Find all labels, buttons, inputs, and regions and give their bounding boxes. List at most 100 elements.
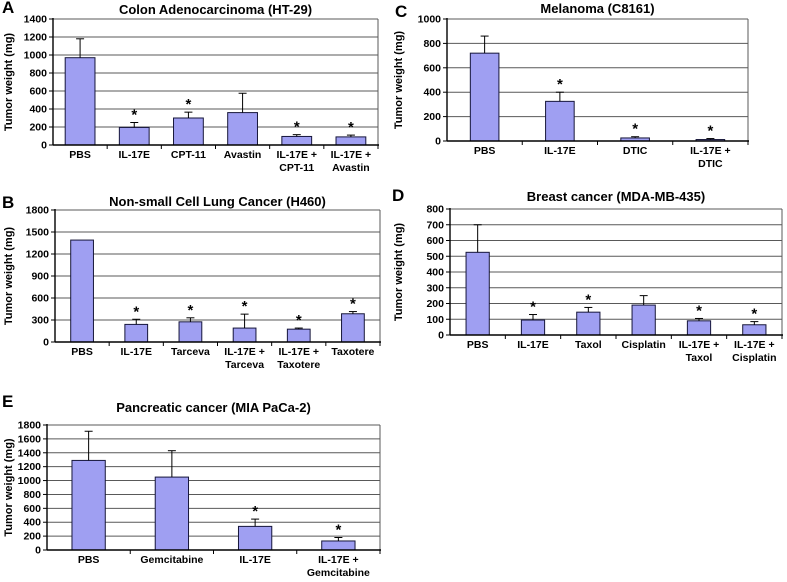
bar-tarceva — [178, 321, 203, 343]
bar-avastin — [227, 112, 258, 146]
x-category-label: Gemcitabine — [140, 554, 203, 566]
x-category-label: Taxotere — [331, 346, 374, 358]
y-tick-label: 1800 — [18, 420, 42, 432]
significance-star: * — [133, 303, 139, 320]
x-category-label: PBS — [71, 346, 93, 358]
y-tick-label: 0 — [438, 330, 444, 342]
x-category-label: Taxol — [686, 352, 713, 364]
y-tick-label: 1600 — [18, 433, 42, 445]
x-category-label: PBS — [474, 145, 496, 157]
bar-il-17e — [520, 319, 546, 336]
panel-lung-cancer: * * * * * 0 300 600 900 1200 1500 1800 PBS IL-17E Tarc… — [0, 185, 390, 385]
y-tick-label: 1400 — [24, 14, 48, 26]
error-bar — [76, 38, 85, 58]
y-tick-label: 1000 — [18, 475, 42, 487]
error-bar — [584, 306, 593, 313]
x-category-label: IL-17E + — [690, 145, 731, 157]
y-tick-label: 600 — [29, 86, 47, 98]
significance-star: * — [707, 123, 713, 140]
panel-colon-adenocarcinoma: * * * * 0 200 400 600 800 1000 1200 1400 PBS IL-17E CP… — [0, 0, 390, 185]
y-tick-label: 400 — [423, 87, 441, 99]
error-bar — [130, 122, 139, 128]
bar-pbs — [465, 251, 490, 336]
significance-star: * — [557, 76, 563, 93]
panel-letter: C — [395, 2, 407, 21]
y-tick-label: 800 — [423, 38, 441, 50]
bar-il-17e — [118, 126, 150, 146]
x-category-label: IL-17E + — [278, 346, 319, 358]
panel-title: Breast cancer (MDA-MB-435) — [527, 189, 705, 204]
y-tick-label: 500 — [426, 251, 444, 263]
x-category-label: IL-17E + — [331, 149, 372, 161]
bar-il-17e-gemcitabine — [321, 540, 356, 551]
y-tick-label: 0 — [435, 136, 441, 148]
y-tick-label: 400 — [29, 104, 47, 116]
error-bar — [529, 314, 537, 321]
panel-melanoma: * * * 0 200 400 600 800 1000 PBS IL-17E DTIC IL-17E … — [390, 0, 787, 185]
y-tick-label: 1200 — [18, 461, 42, 473]
error-bar — [292, 134, 301, 137]
error-bar — [473, 224, 482, 253]
y-tick-label: 200 — [29, 122, 47, 134]
significance-star: * — [185, 96, 191, 113]
panel-title: Colon Adenocarcinoma (HT-29) — [119, 2, 312, 17]
x-category-label: DTIC — [623, 145, 648, 157]
y-axis-label: Tumor weight (mg) — [393, 31, 405, 130]
chart-svg-B: * * * * * 0 300 600 900 1200 1500 1800 PBS IL-17E Tarc… — [2, 193, 381, 371]
y-tick-label: 900 — [31, 271, 49, 283]
x-category-label: Gemcitabine — [307, 567, 370, 579]
significance-star: * — [751, 306, 757, 323]
y-tick-label: 1200 — [26, 249, 50, 261]
bar-il-17e-cpt-11 — [281, 135, 313, 146]
chart-svg-A: * * * * 0 200 400 600 800 1000 1200 1400 PBS IL-17E CP… — [2, 0, 379, 174]
bar-il-17e — [545, 100, 575, 142]
panel-letter: B — [2, 193, 14, 212]
significance-star: * — [348, 119, 354, 136]
y-tick-label: 700 — [426, 219, 444, 231]
error-bar — [167, 450, 176, 478]
error-bar — [240, 313, 249, 329]
y-tick-label: 600 — [423, 62, 441, 74]
panel-breast-cancer: * * * * 0 100 200 300 400 500 600 700 800 PBS IL-17E Ta… — [390, 185, 787, 385]
x-category-label: IL-17E — [544, 145, 576, 157]
x-category-label: IL-17E — [120, 346, 152, 358]
y-tick-label: 100 — [426, 314, 444, 326]
error-bar — [706, 138, 715, 140]
panel-letter: D — [392, 186, 404, 205]
y-tick-label: 1400 — [18, 447, 42, 459]
y-axis-label: Tumor weight (mg) — [3, 227, 15, 326]
x-category-label: Tarceva — [171, 346, 210, 358]
bar-pbs — [64, 57, 96, 146]
y-tick-label: 800 — [29, 68, 47, 80]
bar-il-17e — [124, 323, 149, 343]
chart-svg-D: * * * * 0 100 200 300 400 500 600 700 800 PBS IL-17E Ta… — [392, 186, 783, 364]
y-tick-label: 400 — [426, 267, 444, 279]
y-tick-label: 0 — [43, 337, 49, 349]
x-category-label: IL-17E + — [224, 346, 265, 358]
y-tick-label: 1000 — [24, 50, 48, 62]
x-category-label: DTIC — [698, 158, 723, 170]
significance-star: * — [696, 302, 702, 319]
bar-il-17e-taxotere — [286, 328, 311, 343]
x-category-label: Avastin — [332, 162, 370, 174]
x-category-label: PBS — [78, 554, 100, 566]
significance-star: * — [530, 299, 536, 316]
error-bar — [251, 518, 260, 527]
y-axis-label: Tumor weight (mg) — [393, 223, 405, 322]
significance-star: * — [296, 312, 302, 329]
significance-star: * — [187, 302, 193, 319]
bar-gemcitabine — [154, 476, 190, 551]
y-tick-label: 400 — [23, 517, 41, 529]
significance-star: * — [242, 298, 248, 315]
significance-star: * — [131, 107, 137, 124]
x-category-label: IL-17E + — [679, 339, 720, 351]
error-bar — [555, 91, 564, 102]
y-tick-label: 600 — [31, 293, 49, 305]
error-bar — [334, 537, 343, 541]
x-category-label: IL-17E + — [318, 554, 359, 566]
error-bar — [631, 136, 640, 138]
error-bar — [132, 318, 141, 325]
error-bar — [184, 111, 193, 118]
